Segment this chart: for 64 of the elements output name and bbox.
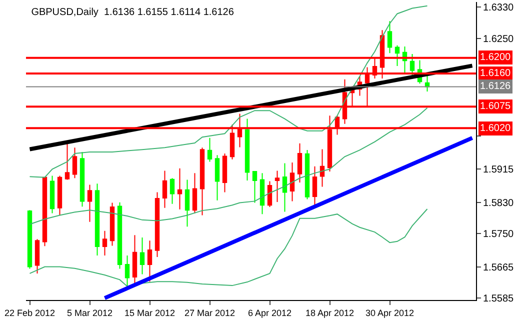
candlestick	[222, 153, 228, 193]
x-tick-label: 22 Feb 2012	[4, 308, 56, 318]
candlestick	[170, 178, 175, 204]
candlestick	[117, 202, 122, 270]
candlestick	[64, 141, 70, 180]
ref-line-label: 1.6020	[480, 123, 512, 134]
candlestick	[132, 234, 138, 286]
candlestick	[177, 168, 182, 210]
line-series	[29, 5, 428, 178]
candlestick	[260, 172, 265, 215]
candlestick	[252, 171, 258, 204]
candlestick	[27, 210, 32, 270]
x-tick-label: 15 Mar 2012	[124, 308, 176, 318]
candlestick	[274, 170, 280, 202]
candlestick	[94, 183, 100, 256]
candlestick	[282, 162, 288, 212]
y-tick-label: 1.5750	[483, 229, 514, 240]
line-series	[29, 208, 428, 287]
candlestick	[154, 192, 160, 258]
candlestick	[320, 148, 325, 188]
candlestick	[214, 154, 220, 201]
ref-line-label: 1.6075	[480, 101, 512, 112]
x-tick-label: 5 Mar 2012	[66, 308, 113, 318]
candlestick	[387, 20, 392, 54]
candlestick	[394, 44, 400, 67]
candlestick	[200, 147, 205, 216]
candlestick	[297, 142, 302, 183]
y-tick-label: 1.5830	[483, 198, 514, 209]
candlestick	[410, 53, 415, 76]
candlestick	[147, 240, 152, 282]
x-tick-label: 6 Apr 2012	[248, 308, 292, 318]
x-tick-label: 30 Apr 2012	[365, 308, 414, 318]
candlestick	[267, 180, 272, 208]
candlestick	[87, 184, 92, 222]
line-series	[29, 107, 428, 225]
y-tick-label: 1.5585	[483, 294, 514, 305]
candlestick	[304, 150, 310, 200]
y-tick-label: 1.5665	[483, 262, 514, 274]
candlestick	[162, 170, 168, 208]
text: GBPUSD,Daily 1.6136 1.6155 1.6114 1.6126	[31, 7, 234, 18]
x-tick-label: 18 Apr 2012	[305, 308, 354, 318]
ref-line-label: 1.6126	[480, 81, 512, 92]
candlestick	[42, 176, 48, 247]
y-tick-label: 1.6250	[483, 34, 514, 45]
candlestick	[244, 118, 250, 181]
candlestick	[110, 202, 115, 246]
candlestick	[184, 179, 190, 228]
candlestick	[207, 137, 212, 162]
candlestick	[57, 175, 62, 216]
y-tick-label: 1.6330	[483, 2, 514, 14]
candlestick	[140, 237, 145, 275]
candlestick	[102, 230, 108, 256]
candlestick	[50, 175, 55, 214]
y-tick-label: 1.5915	[483, 164, 514, 176]
candlestick	[124, 254, 130, 288]
candlestick	[80, 151, 85, 208]
candlestick	[72, 147, 78, 179]
candlestick	[34, 238, 40, 274]
candlestick	[192, 172, 198, 214]
x-tick-label: 27 Mar 2012	[184, 308, 236, 318]
ref-line-label: 1.6200	[480, 52, 512, 63]
candlestick	[424, 74, 430, 92]
candlestick	[290, 162, 295, 202]
ref-line-label: 1.6160	[480, 68, 512, 79]
